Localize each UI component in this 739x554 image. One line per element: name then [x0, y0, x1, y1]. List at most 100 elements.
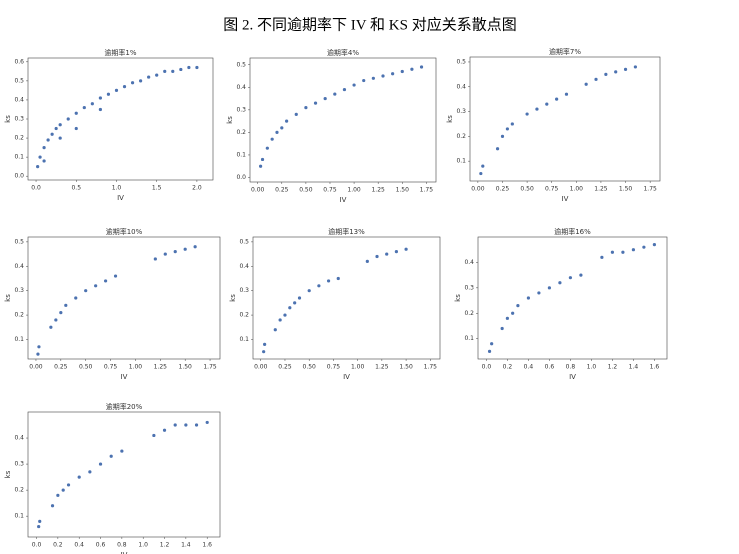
point	[623, 67, 628, 71]
point	[114, 88, 119, 93]
point	[336, 276, 340, 281]
point	[61, 488, 65, 492]
x-tick-label: 0.2	[53, 542, 63, 549]
point	[98, 462, 103, 466]
point	[139, 79, 143, 83]
x-tick-label: 0.25	[496, 186, 510, 193]
point	[516, 304, 520, 308]
point	[155, 73, 159, 77]
x-tick-label: 0.5	[71, 185, 81, 192]
point	[179, 67, 183, 72]
x-tick-label: 1.25	[594, 186, 608, 193]
point	[173, 250, 177, 254]
plot-frame	[252, 236, 441, 360]
point	[381, 74, 385, 78]
point	[642, 245, 646, 249]
x-tick-label: 1.4	[181, 542, 191, 549]
x-tick-label: 1.00	[351, 364, 365, 371]
point	[36, 352, 40, 356]
point	[82, 105, 86, 110]
point	[555, 97, 559, 101]
figure-title: 图 2. 不同逾期率下 IV 和 KS 对应关系散点图	[223, 15, 516, 33]
x-tick-label: 1.00	[570, 186, 584, 193]
point	[511, 311, 515, 315]
point	[38, 519, 42, 523]
plot-frame	[477, 236, 668, 360]
plot-frame	[27, 411, 221, 538]
x-tick-label: 1.75	[424, 364, 438, 371]
point	[36, 165, 40, 169]
point	[66, 117, 70, 121]
point	[297, 296, 302, 300]
point	[564, 92, 569, 96]
y-tick-label: 0.3	[236, 106, 246, 113]
point	[479, 171, 483, 176]
x-tick-label: 1.5	[152, 185, 162, 192]
point	[122, 84, 127, 89]
y-tick-label: 0.4	[14, 96, 24, 103]
point	[205, 420, 209, 425]
y-tick-label: 0.0	[14, 173, 24, 180]
point	[375, 254, 379, 259]
point	[633, 65, 637, 69]
x-axis-label: IV	[121, 551, 128, 554]
x-tick-label: 0.8	[566, 364, 576, 371]
point	[265, 146, 269, 150]
point	[294, 112, 298, 116]
y-axis-label: ks	[4, 470, 12, 478]
y-tick-label: 0.5	[14, 77, 24, 84]
x-tick-label: 0.0	[31, 185, 41, 192]
x-axis-label: IV	[343, 373, 350, 381]
x-tick-label: 1.25	[371, 187, 385, 194]
point	[558, 281, 562, 285]
x-tick-label: 1.0	[112, 185, 122, 192]
x-tick-label: 0.75	[104, 364, 118, 371]
y-tick-label: 0.3	[456, 108, 466, 115]
subplot-title: 逾期率10%	[106, 227, 143, 236]
point	[362, 78, 366, 83]
subplot-title: 逾期率4%	[327, 48, 359, 57]
point	[54, 126, 58, 131]
y-tick-label: 0.4	[14, 263, 24, 270]
point	[500, 134, 505, 138]
x-tick-label: 0.50	[520, 186, 534, 193]
point	[391, 72, 395, 76]
subplot-title: 逾期率13%	[328, 227, 365, 236]
point	[342, 87, 347, 92]
point	[293, 301, 297, 305]
point	[545, 102, 549, 106]
y-tick-label: 0.0	[236, 174, 246, 181]
point	[371, 76, 375, 80]
y-tick-label: 0.5	[456, 58, 466, 65]
x-tick-label: 0.00	[29, 364, 43, 371]
plot-frame	[469, 56, 661, 182]
x-tick-label: 1.2	[608, 364, 618, 371]
point	[481, 164, 485, 168]
y-tick-label: 0.1	[14, 336, 24, 343]
point	[385, 252, 389, 256]
y-tick-label: 0.3	[464, 284, 474, 291]
point	[42, 159, 46, 163]
point	[77, 475, 81, 479]
x-tick-label: 1.0	[587, 364, 597, 371]
point	[37, 524, 41, 529]
point	[120, 449, 124, 453]
x-tick-label: 0.6	[545, 364, 555, 371]
point	[84, 289, 88, 293]
point	[365, 259, 369, 263]
y-tick-label: 0.1	[14, 154, 24, 161]
y-axis-label: ks	[446, 115, 454, 123]
point	[147, 75, 151, 79]
x-axis-label: IV	[121, 373, 128, 381]
y-tick-label: 0.3	[14, 287, 24, 294]
x-tick-label: 0.00	[471, 186, 485, 193]
point	[50, 132, 54, 136]
y-tick-label: 0.5	[239, 238, 249, 245]
point	[610, 250, 615, 254]
point	[283, 313, 287, 317]
x-tick-label: 0.4	[524, 364, 534, 371]
point	[187, 65, 191, 70]
y-tick-label: 0.5	[14, 238, 24, 245]
y-tick-label: 0.2	[239, 312, 249, 319]
point	[490, 342, 494, 346]
